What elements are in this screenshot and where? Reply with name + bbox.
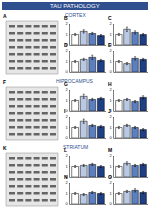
svg-text:D: D [64, 42, 68, 48]
svg-text:1: 1 [65, 164, 68, 169]
svg-text:0: 0 [109, 201, 112, 206]
svg-text:0: 0 [65, 174, 68, 179]
svg-text:2: 2 [65, 21, 68, 26]
svg-text:0: 0 [65, 135, 68, 140]
svg-text:I: I [64, 108, 66, 114]
svg-text:0: 0 [65, 42, 68, 47]
svg-text:STRIATUM: STRIATUM [63, 144, 88, 150]
svg-text:2: 2 [65, 153, 68, 158]
svg-text:J: J [108, 108, 111, 114]
svg-text:0: 0 [109, 42, 112, 47]
svg-text:G: G [64, 81, 68, 87]
svg-text:L: L [64, 147, 67, 153]
svg-text:E: E [108, 42, 112, 48]
svg-text:1: 1 [109, 59, 112, 64]
svg-text:1: 1 [109, 98, 112, 103]
svg-text:TAU PATHOLOGY: TAU PATHOLOGY [50, 3, 100, 9]
svg-text:1: 1 [109, 125, 112, 130]
svg-text:N: N [64, 174, 68, 180]
svg-text:1: 1 [65, 98, 68, 103]
svg-text:2: 2 [65, 180, 68, 185]
svg-text:1: 1 [65, 191, 68, 196]
svg-text:F: F [3, 79, 6, 85]
svg-text:0: 0 [65, 108, 68, 113]
svg-text:0: 0 [109, 135, 112, 140]
svg-text:C: C [108, 15, 112, 21]
svg-text:HIPPOCAMPUS: HIPPOCAMPUS [56, 78, 94, 84]
svg-text:0: 0 [65, 69, 68, 74]
svg-text:0: 0 [65, 201, 68, 206]
svg-text:CORTEX: CORTEX [65, 12, 86, 18]
svg-text:0: 0 [109, 69, 112, 74]
svg-text:1: 1 [109, 32, 112, 37]
svg-text:2: 2 [109, 180, 112, 185]
svg-text:2: 2 [109, 21, 112, 26]
svg-text:B: B [64, 15, 68, 21]
svg-text:1: 1 [65, 125, 68, 130]
svg-text:1: 1 [109, 164, 112, 169]
svg-text:1: 1 [109, 191, 112, 196]
svg-text:2: 2 [109, 114, 112, 119]
svg-text:2: 2 [65, 48, 68, 53]
svg-text:2: 2 [109, 48, 112, 53]
svg-text:H: H [108, 81, 112, 87]
svg-text:K: K [3, 145, 7, 151]
svg-text:2: 2 [65, 114, 68, 119]
svg-text:O: O [108, 174, 112, 180]
svg-text:2: 2 [109, 87, 112, 92]
svg-text:M: M [108, 147, 112, 153]
svg-text:A: A [3, 13, 7, 19]
svg-text:0: 0 [109, 174, 112, 179]
svg-text:1: 1 [65, 59, 68, 64]
svg-text:2: 2 [65, 87, 68, 92]
svg-text:0: 0 [109, 108, 112, 113]
svg-text:2: 2 [109, 153, 112, 158]
svg-text:1: 1 [65, 32, 68, 37]
